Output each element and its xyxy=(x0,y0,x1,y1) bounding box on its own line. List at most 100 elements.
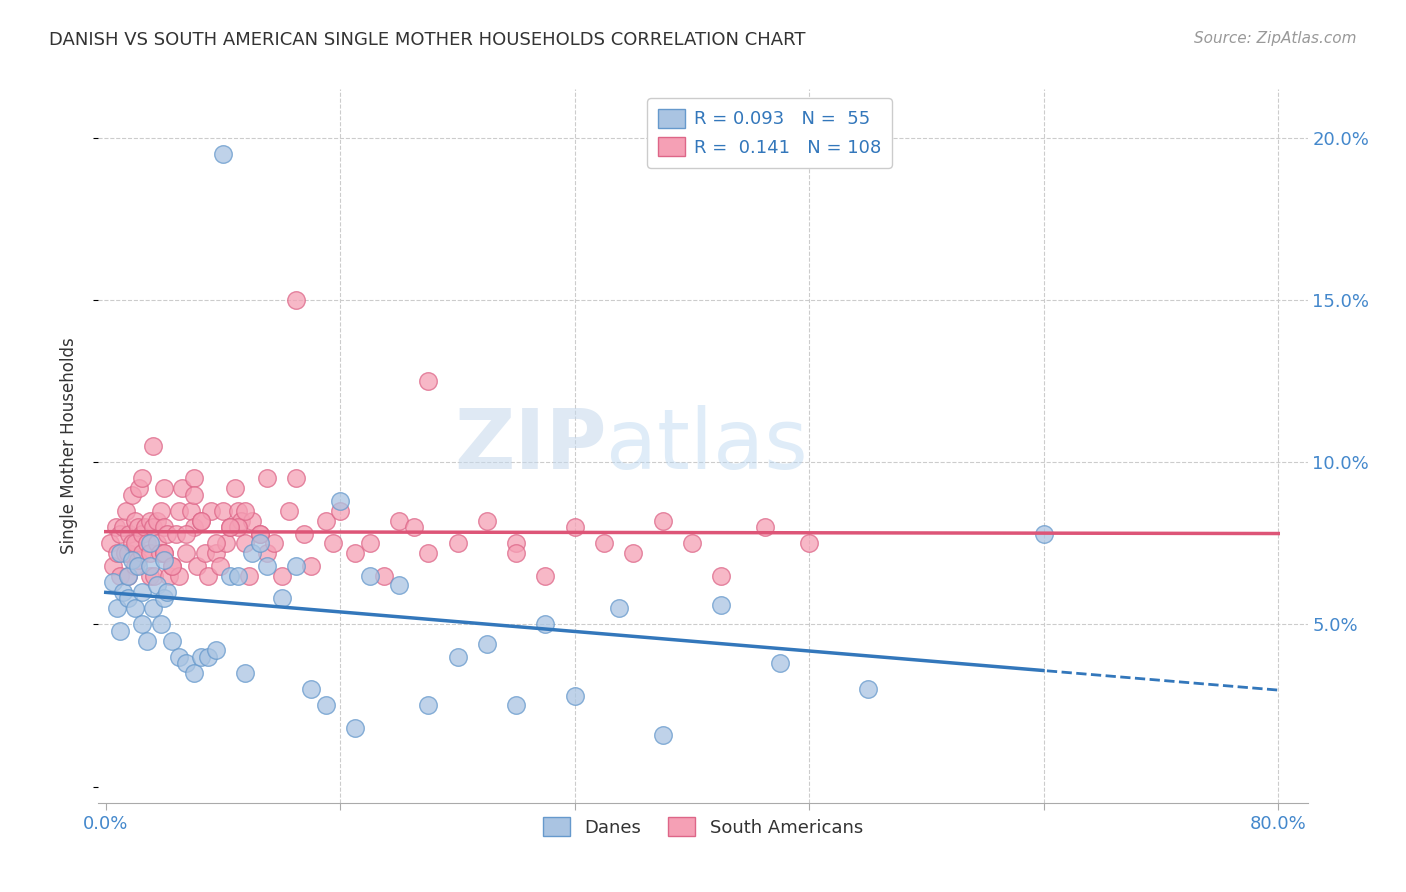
Point xyxy=(142,439,165,453)
Point xyxy=(167,649,190,664)
Point xyxy=(112,585,135,599)
Point xyxy=(204,643,226,657)
Point xyxy=(219,568,242,582)
Point xyxy=(153,520,176,534)
Point xyxy=(157,568,180,582)
Point xyxy=(142,601,165,615)
Point xyxy=(256,471,278,485)
Point xyxy=(176,526,198,541)
Text: atlas: atlas xyxy=(606,406,808,486)
Point xyxy=(856,682,879,697)
Point xyxy=(219,520,242,534)
Point xyxy=(651,514,673,528)
Point xyxy=(475,637,498,651)
Point xyxy=(146,536,169,550)
Point xyxy=(285,471,308,485)
Point xyxy=(138,568,160,582)
Point xyxy=(263,536,285,550)
Point xyxy=(200,504,222,518)
Point xyxy=(418,698,440,713)
Point xyxy=(121,488,143,502)
Point xyxy=(121,552,143,566)
Point xyxy=(229,514,252,528)
Point xyxy=(710,598,733,612)
Point xyxy=(249,536,271,550)
Point xyxy=(110,546,132,560)
Point xyxy=(117,568,139,582)
Point xyxy=(534,617,557,632)
Point xyxy=(138,559,160,574)
Point xyxy=(270,568,292,582)
Point xyxy=(292,526,315,541)
Point xyxy=(167,568,190,582)
Point xyxy=(204,536,226,550)
Point xyxy=(114,546,136,560)
Point xyxy=(224,481,246,495)
Point xyxy=(249,526,271,541)
Point xyxy=(315,698,337,713)
Point xyxy=(135,633,157,648)
Point xyxy=(146,514,169,528)
Point xyxy=(204,546,226,560)
Point xyxy=(101,559,124,574)
Point xyxy=(124,559,146,574)
Point xyxy=(226,520,249,534)
Point xyxy=(194,546,217,560)
Point xyxy=(160,633,183,648)
Point xyxy=(176,657,198,671)
Text: Source: ZipAtlas.com: Source: ZipAtlas.com xyxy=(1194,31,1357,46)
Point xyxy=(388,514,411,528)
Point xyxy=(180,504,202,518)
Point xyxy=(183,471,205,485)
Point xyxy=(117,546,139,560)
Point xyxy=(475,514,498,528)
Point xyxy=(190,514,212,528)
Point xyxy=(197,649,219,664)
Point xyxy=(621,546,644,560)
Point xyxy=(134,520,156,534)
Point xyxy=(651,728,673,742)
Point xyxy=(131,585,153,599)
Point xyxy=(285,559,308,574)
Point xyxy=(240,514,263,528)
Point xyxy=(127,559,149,574)
Point xyxy=(135,536,157,550)
Point xyxy=(131,471,153,485)
Point xyxy=(534,568,557,582)
Point xyxy=(124,514,146,528)
Point xyxy=(165,526,187,541)
Point xyxy=(285,293,308,307)
Point xyxy=(183,666,205,681)
Point xyxy=(115,504,138,518)
Point xyxy=(505,536,527,550)
Point xyxy=(388,578,411,592)
Point xyxy=(176,546,198,560)
Point xyxy=(110,568,132,582)
Point xyxy=(607,601,630,615)
Point xyxy=(101,575,124,590)
Point xyxy=(190,514,212,528)
Point xyxy=(117,568,139,582)
Point xyxy=(128,481,150,495)
Point xyxy=(127,520,149,534)
Point xyxy=(121,536,143,550)
Point xyxy=(329,504,352,518)
Point xyxy=(343,546,366,560)
Point xyxy=(197,568,219,582)
Point xyxy=(278,504,301,518)
Point xyxy=(212,504,235,518)
Point xyxy=(138,536,160,550)
Point xyxy=(110,624,132,638)
Point xyxy=(117,591,139,606)
Point xyxy=(799,536,821,550)
Point xyxy=(238,568,260,582)
Point xyxy=(564,520,586,534)
Point xyxy=(153,552,176,566)
Point xyxy=(593,536,616,550)
Point xyxy=(183,520,205,534)
Point xyxy=(138,546,160,560)
Point xyxy=(149,546,172,560)
Point xyxy=(124,601,146,615)
Legend: Danes, South Americans: Danes, South Americans xyxy=(536,810,870,844)
Point xyxy=(215,536,238,550)
